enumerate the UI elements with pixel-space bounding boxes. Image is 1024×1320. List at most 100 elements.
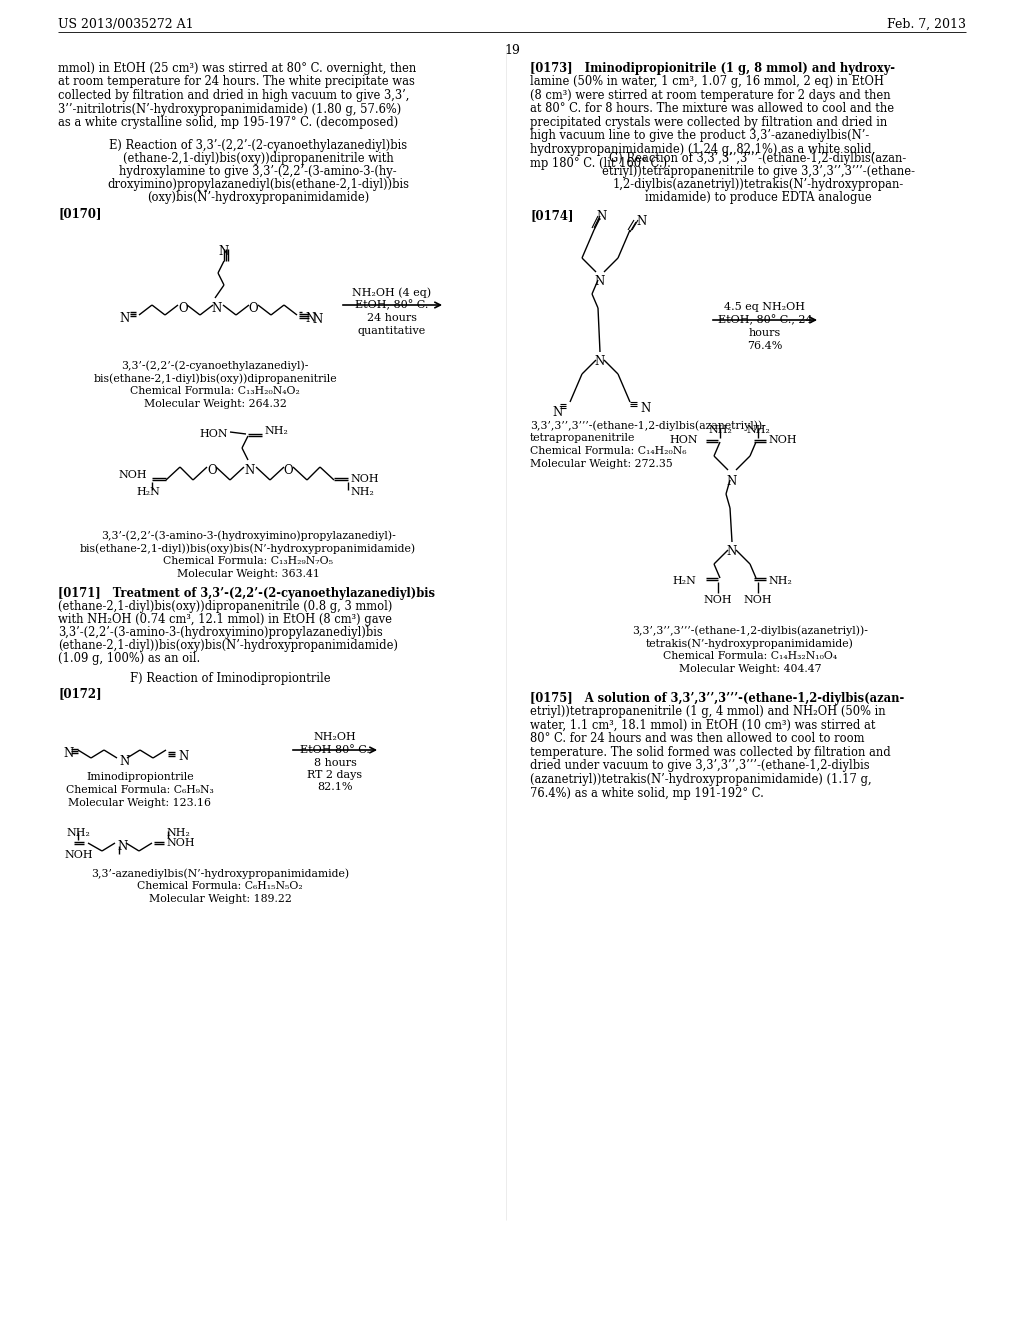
Text: NH₂: NH₂ [768, 576, 792, 586]
Text: N: N [595, 355, 605, 368]
Text: Molecular Weight: 189.22: Molecular Weight: 189.22 [148, 894, 292, 904]
Text: N: N [63, 747, 74, 760]
Text: (ethane-2,1-diyl)bis(oxy))dipropanenitrile with: (ethane-2,1-diyl)bis(oxy))dipropanenitri… [123, 152, 393, 165]
Text: EtOH 80° C.: EtOH 80° C. [300, 744, 370, 755]
Text: collected by filtration and dried in high vacuum to give 3,3’,: collected by filtration and dried in hig… [58, 88, 410, 102]
Text: N: N [597, 210, 607, 223]
Text: F) Reaction of Iminodipropiontrile: F) Reaction of Iminodipropiontrile [130, 672, 331, 685]
Text: 8 hours: 8 hours [313, 758, 356, 768]
Text: bis(ethane-2,1-diyl)bis(oxy))dipropanenitrile: bis(ethane-2,1-diyl)bis(oxy))dipropaneni… [93, 374, 337, 384]
Text: high vacuum line to give the product 3,3’-azanediylbis(N’-: high vacuum line to give the product 3,3… [530, 129, 869, 143]
Text: H₂N: H₂N [136, 487, 160, 498]
Text: 3,3’-(2,2’-(3-amino-3-(hydroxyimino)propylazanediyl)bis: 3,3’-(2,2’-(3-amino-3-(hydroxyimino)prop… [58, 626, 383, 639]
Text: N: N [119, 755, 129, 768]
Text: bis(ethane-2,1-diyl))bis(oxy)bis(N’-hydroxypropanimidamide): bis(ethane-2,1-diyl))bis(oxy)bis(N’-hydr… [80, 543, 416, 553]
Text: 3,3’-azanediylbis(N’-hydroxypropanimidamide): 3,3’-azanediylbis(N’-hydroxypropanimidam… [91, 869, 349, 879]
Text: N: N [552, 407, 562, 418]
Text: lamine (50% in water, 1 cm³, 1.07 g, 16 mmol, 2 eq) in EtOH: lamine (50% in water, 1 cm³, 1.07 g, 16 … [530, 75, 884, 88]
Text: N: N [117, 840, 127, 853]
Text: 76.4%) as a white solid, mp 191-192° C.: 76.4%) as a white solid, mp 191-192° C. [530, 787, 764, 800]
Text: Chemical Formula: C₆H₉N₃: Chemical Formula: C₆H₉N₃ [67, 785, 214, 795]
Text: N: N [219, 246, 229, 257]
Text: 82.1%: 82.1% [317, 781, 352, 792]
Text: tetrakis(N’-hydroxypropanimidamide): tetrakis(N’-hydroxypropanimidamide) [646, 638, 854, 648]
Text: RT 2 days: RT 2 days [307, 770, 362, 780]
Text: NH₂: NH₂ [746, 425, 770, 436]
Text: Molecular Weight: 272.35: Molecular Weight: 272.35 [530, 459, 673, 469]
Text: hours: hours [749, 327, 781, 338]
Text: HON: HON [670, 436, 698, 445]
Text: at 80° C. for 8 hours. The mixture was allowed to cool and the: at 80° C. for 8 hours. The mixture was a… [530, 103, 894, 116]
Text: 3’’-nitrilotris(N’-hydroxypropanimidamide) (1.80 g, 57.6%): 3’’-nitrilotris(N’-hydroxypropanimidamid… [58, 103, 401, 116]
Text: etriyl))tetrapropanenitrile (1 g, 4 mmol) and NH₂OH (50% in: etriyl))tetrapropanenitrile (1 g, 4 mmol… [530, 705, 886, 718]
Text: EtOH, 80° C.: EtOH, 80° C. [355, 300, 429, 310]
Text: Chemical Formula: C₁₃H₂₉N₇O₅: Chemical Formula: C₁₃H₂₉N₇O₅ [163, 556, 333, 566]
Text: NOH: NOH [350, 474, 379, 484]
Text: EtOH, 80° C., 24: EtOH, 80° C., 24 [718, 315, 812, 326]
Text: Chemical Formula: C₁₃H₂₀N₄O₂: Chemical Formula: C₁₃H₂₀N₄O₂ [130, 385, 300, 396]
Text: Chemical Formula: C₁₄H₂₀N₆: Chemical Formula: C₁₄H₂₀N₆ [530, 446, 686, 455]
Text: dried under vacuum to give 3,3’,3’’,3’’’-(ethane-1,2-diylbis: dried under vacuum to give 3,3’,3’’,3’’’… [530, 759, 869, 772]
Text: as a white crystalline solid, mp 195-197° C. (decomposed): as a white crystalline solid, mp 195-197… [58, 116, 398, 129]
Text: NH₂: NH₂ [350, 487, 374, 498]
Text: NH₂: NH₂ [67, 828, 90, 838]
Text: hydroxylamine to give 3,3’-(2,2’-(3-amino-3-(hy-: hydroxylamine to give 3,3’-(2,2’-(3-amin… [119, 165, 397, 178]
Text: NOH: NOH [743, 595, 772, 605]
Text: [0174]: [0174] [530, 209, 573, 222]
Text: NOH: NOH [63, 850, 92, 861]
Text: O: O [248, 302, 258, 315]
Text: temperature. The solid formed was collected by filtration and: temperature. The solid formed was collec… [530, 746, 891, 759]
Text: 3,3’-(2,2’-(3-amino-3-(hydroxyimino)propylazanediyl)-: 3,3’-(2,2’-(3-amino-3-(hydroxyimino)prop… [100, 531, 395, 541]
Text: [0170]: [0170] [58, 207, 101, 220]
Text: E) Reaction of 3,3’-(2,2’-(2-cyanoethylazanediyl)bis: E) Reaction of 3,3’-(2,2’-(2-cyanoethyla… [109, 139, 408, 152]
Text: Molecular Weight: 264.32: Molecular Weight: 264.32 [143, 399, 287, 409]
Text: N: N [727, 545, 737, 558]
Text: etriyl))tetrapropanenitrile to give 3,3’,3’’,3’’’-(ethane-: etriyl))tetrapropanenitrile to give 3,3’… [601, 165, 914, 178]
Text: NOH: NOH [166, 838, 195, 847]
Text: N: N [212, 302, 222, 315]
Text: tetrapropanenitrile: tetrapropanenitrile [530, 433, 635, 444]
Text: 19: 19 [504, 44, 520, 57]
Text: 4.5 eq NH₂OH: 4.5 eq NH₂OH [725, 302, 806, 312]
Text: NOH: NOH [703, 595, 732, 605]
Text: 3,3’,3’’,3’’’-(ethane-1,2-diylbis(azanetriyl))-: 3,3’,3’’,3’’’-(ethane-1,2-diylbis(azanet… [530, 420, 766, 430]
Text: Molecular Weight: 123.16: Molecular Weight: 123.16 [69, 799, 212, 808]
Text: Feb. 7, 2013: Feb. 7, 2013 [887, 18, 966, 30]
Text: [0171]   Treatment of 3,3’-(2,2’-(2-cyanoethylazanediyl)bis: [0171] Treatment of 3,3’-(2,2’-(2-cyanoe… [58, 587, 435, 601]
Text: N: N [727, 475, 737, 488]
Text: [0173]   Iminodipropionitrile (1 g, 8 mmol) and hydroxy-: [0173] Iminodipropionitrile (1 g, 8 mmol… [530, 62, 895, 75]
Text: N: N [636, 215, 646, 228]
Text: N: N [640, 403, 650, 414]
Text: 3,3’,3’’,3’’’-(ethane-1,2-diylbis(azanetriyl))-: 3,3’,3’’,3’’’-(ethane-1,2-diylbis(azanet… [632, 624, 868, 635]
Text: water, 1.1 cm³, 18.1 mmol) in EtOH (10 cm³) was stirred at: water, 1.1 cm³, 18.1 mmol) in EtOH (10 c… [530, 719, 876, 733]
Text: 76.4%: 76.4% [748, 341, 782, 351]
Text: NH₂OH (4 eq): NH₂OH (4 eq) [352, 286, 431, 297]
Text: Molecular Weight: 363.41: Molecular Weight: 363.41 [176, 569, 319, 579]
Text: (8 cm³) were stirred at room temperature for 2 days and then: (8 cm³) were stirred at room temperature… [530, 88, 891, 102]
Text: NH₂OH: NH₂OH [313, 733, 356, 742]
Text: (1.09 g, 100%) as an oil.: (1.09 g, 100%) as an oil. [58, 652, 201, 665]
Text: N: N [120, 312, 130, 325]
Text: (azanetriyl))tetrakis(N’-hydroxypropanimidamide) (1.17 g,: (azanetriyl))tetrakis(N’-hydroxypropanim… [530, 774, 871, 785]
Text: Chemical Formula: C₁₄H₃₂N₁₀O₄: Chemical Formula: C₁₄H₃₂N₁₀O₄ [663, 651, 837, 661]
Text: N: N [245, 465, 255, 477]
Text: with NH₂OH (0.74 cm³, 12.1 mmol) in EtOH (8 cm³) gave: with NH₂OH (0.74 cm³, 12.1 mmol) in EtOH… [58, 612, 392, 626]
Text: N: N [178, 750, 188, 763]
Text: H₂N: H₂N [672, 576, 696, 586]
Text: at room temperature for 24 hours. The white precipitate was: at room temperature for 24 hours. The wh… [58, 75, 415, 88]
Text: O: O [178, 302, 187, 315]
Text: NOH: NOH [119, 470, 147, 480]
Text: NH₂: NH₂ [166, 828, 189, 838]
Text: O: O [284, 465, 293, 477]
Text: Iminodipropiontrile: Iminodipropiontrile [86, 772, 194, 781]
Text: 3,3’-(2,2’-(2-cyanoethylazanediyl)-: 3,3’-(2,2’-(2-cyanoethylazanediyl)- [121, 360, 308, 371]
Text: 80° C. for 24 hours and was then allowed to cool to room: 80° C. for 24 hours and was then allowed… [530, 733, 864, 746]
Text: NH₂: NH₂ [264, 426, 288, 436]
Text: O: O [207, 465, 217, 477]
Text: imidamide) to produce EDTA analogue: imidamide) to produce EDTA analogue [645, 191, 871, 205]
Text: NOH: NOH [768, 436, 797, 445]
Text: mp 180° C. (lit 160° C.).: mp 180° C. (lit 160° C.). [530, 157, 671, 169]
Text: mmol) in EtOH (25 cm³) was stirred at 80° C. overnight, then: mmol) in EtOH (25 cm³) was stirred at 80… [58, 62, 416, 75]
Text: N: N [595, 275, 605, 288]
Text: US 2013/0035272 A1: US 2013/0035272 A1 [58, 18, 194, 30]
